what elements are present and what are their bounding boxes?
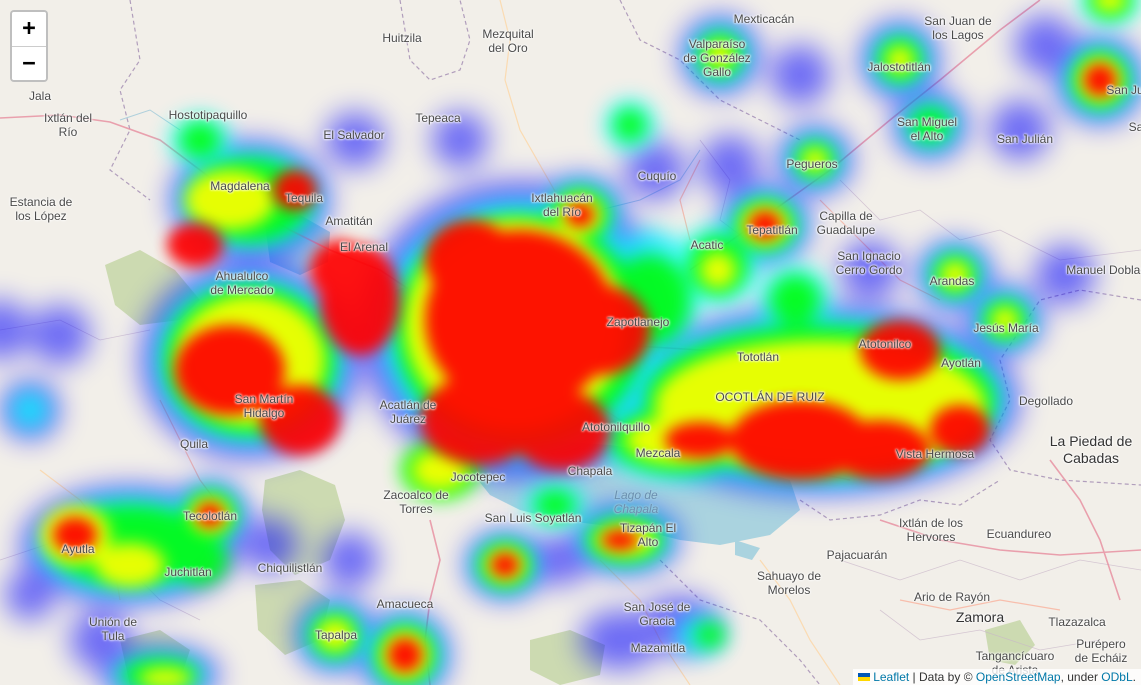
heat-blob	[242, 517, 298, 573]
heat-blob	[930, 405, 990, 455]
ukraine-flag-icon	[858, 673, 871, 681]
attribution: Leaflet | Data by © OpenStreetMap, under…	[853, 669, 1141, 685]
heat-blob	[770, 45, 830, 105]
heat-blob	[860, 320, 940, 380]
heat-blob	[602, 530, 638, 550]
heat-blob	[310, 240, 370, 300]
heat-blob	[510, 390, 610, 470]
heat-blob	[317, 619, 353, 651]
zoom-in-button[interactable]: +	[12, 12, 46, 46]
attribution-text: , under	[1060, 670, 1102, 684]
heat-blob	[180, 122, 220, 158]
heat-blob	[749, 211, 781, 239]
heat-blob	[1084, 64, 1116, 96]
heat-blob	[695, 622, 725, 648]
heat-blob	[260, 385, 340, 455]
heat-blob	[535, 490, 575, 520]
heat-blob	[665, 422, 735, 458]
heat-blob	[802, 148, 828, 172]
heat-blob	[625, 140, 685, 200]
attribution-text: | Data by ©	[909, 670, 976, 684]
heat-blob	[185, 170, 275, 230]
heat-blob	[991, 307, 1019, 333]
heat-blob	[491, 553, 519, 577]
heat-blob	[273, 170, 317, 210]
heat-blob	[322, 532, 378, 588]
heat-blob	[53, 517, 97, 553]
heat-blob	[167, 223, 223, 267]
heat-blob	[420, 375, 540, 465]
heat-blob	[10, 390, 50, 430]
heat-blob	[700, 135, 760, 195]
heat-blob	[0, 300, 30, 360]
odbl-link[interactable]: ODbL	[1101, 670, 1133, 684]
heat-blob	[840, 240, 900, 300]
heat-blob	[1035, 245, 1095, 305]
zoom-control: + −	[10, 10, 48, 82]
heat-blob	[70, 610, 130, 670]
heat-blob	[388, 638, 422, 672]
heat-blob	[325, 112, 385, 168]
heat-blob	[770, 275, 820, 325]
heat-blob	[432, 112, 488, 168]
heat-blob	[700, 252, 736, 288]
heat-blob	[5, 570, 55, 620]
heat-blob	[614, 109, 646, 141]
heat-blob	[95, 543, 165, 587]
heat-blob	[830, 420, 930, 480]
heat-blob	[172, 535, 228, 585]
heat-blob	[910, 107, 950, 143]
heat-blob	[30, 305, 90, 365]
heat-blob	[990, 100, 1050, 160]
heat-blob	[175, 325, 285, 415]
openstreetmap-link[interactable]: OpenStreetMap	[975, 670, 1061, 684]
heat-blob	[706, 41, 734, 69]
heat-blob	[886, 46, 914, 74]
heat-blob	[940, 261, 970, 289]
heat-blob	[566, 203, 594, 227]
heat-blob	[550, 285, 650, 375]
heat-blob	[139, 668, 191, 685]
heat-blob	[1094, 0, 1126, 12]
zoom-out-button[interactable]: −	[12, 46, 46, 80]
heat-blob	[425, 220, 515, 300]
leaflet-link[interactable]: Leaflet	[873, 670, 910, 684]
heat-blob	[197, 503, 223, 527]
attribution-text: .	[1132, 670, 1136, 684]
heat-blob	[530, 535, 590, 585]
